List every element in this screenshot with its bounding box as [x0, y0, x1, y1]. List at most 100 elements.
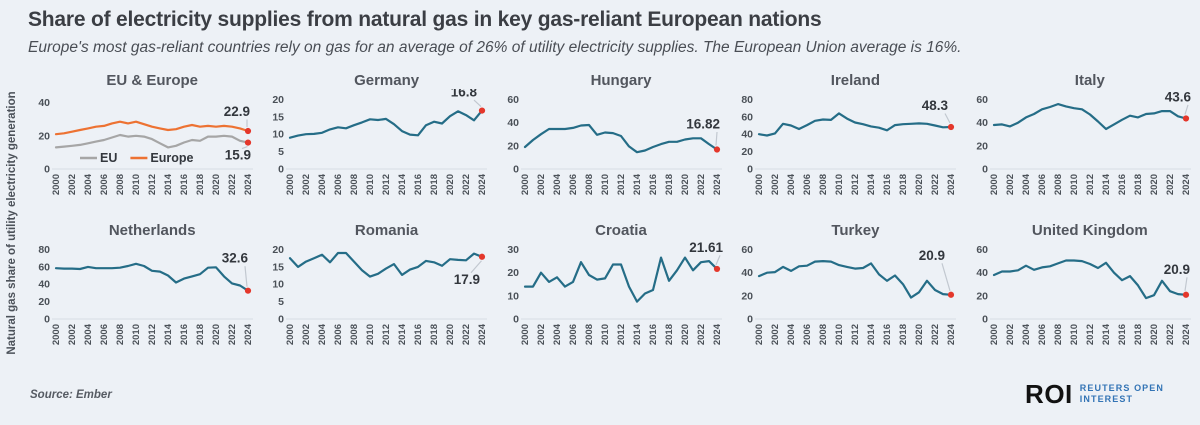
svg-text:2000: 2000: [51, 174, 62, 195]
x-tick-label: 2012: [147, 324, 158, 345]
x-tick-label: 2024: [712, 173, 723, 195]
panel-title: Ireland: [830, 72, 880, 89]
x-tick-label: 2008: [584, 324, 595, 345]
x-tick-label: 2020: [680, 174, 691, 195]
svg-text:2024: 2024: [712, 173, 723, 195]
x-tick-label: 2006: [99, 324, 110, 345]
x-tick-label: 2000: [51, 324, 62, 345]
header: Share of electricity supplies from natur…: [28, 8, 1180, 57]
svg-text:2024: 2024: [1181, 173, 1192, 195]
y-tick-label: 10: [273, 129, 285, 141]
chart-croatia: 0 10 20 30 2000 2002 2004 2006 2008 2010 2012 2014 2…: [507, 240, 723, 345]
x-tick-label: 2008: [818, 324, 829, 345]
y-tick-label: 0: [44, 164, 50, 176]
x-tick-label: 2008: [1053, 174, 1064, 195]
x-tick-label: 2004: [1021, 323, 1032, 345]
y-tick-label: 40: [742, 267, 754, 279]
svg-text:2000: 2000: [520, 324, 531, 345]
panel-romania: Romania 0 5 10 15 20 2000 2002 2004 2006 2008 2010 2…: [258, 222, 492, 372]
x-tick-label: 2020: [445, 174, 456, 195]
end-label-leader: [244, 266, 248, 287]
svg-text:2012: 2012: [381, 324, 392, 345]
svg-text:2004: 2004: [83, 323, 94, 345]
svg-text:2002: 2002: [1005, 324, 1016, 345]
x-tick-label: 2020: [1149, 324, 1160, 345]
svg-text:2014: 2014: [397, 323, 408, 345]
svg-text:2016: 2016: [179, 174, 190, 195]
svg-text:2012: 2012: [850, 324, 861, 345]
y-tick-label: 10: [273, 279, 285, 291]
x-tick-label: 2016: [882, 174, 893, 195]
y-tick-label: 40: [507, 117, 519, 129]
end-label-leader: [473, 99, 482, 108]
end-label-leader: [470, 260, 483, 274]
roi-logo-text: REUTERS OPEN INTEREST: [1080, 383, 1164, 405]
svg-text:2022: 2022: [1165, 324, 1176, 345]
chart-turkey: 0 20 40 60 2000 2002 2004 2006 2008 2010 2012 2014 2…: [742, 244, 958, 345]
svg-text:2022: 2022: [461, 324, 472, 345]
x-tick-label: 2010: [365, 174, 376, 195]
end-label-leader: [944, 113, 951, 124]
svg-text:2024: 2024: [1181, 323, 1192, 345]
y-tick-label: 5: [279, 296, 285, 308]
end-value-label: 21.61: [689, 240, 723, 255]
end-point-dot: [1182, 291, 1189, 298]
svg-text:2004: 2004: [786, 323, 797, 345]
panel-title: Croatia: [595, 222, 647, 239]
x-tick-label: 2014: [397, 323, 408, 345]
x-tick-label: 2002: [770, 324, 781, 345]
svg-text:2010: 2010: [131, 324, 142, 345]
x-tick-label: 2012: [147, 174, 158, 195]
x-tick-label: 2006: [333, 174, 344, 195]
svg-text:2002: 2002: [770, 324, 781, 345]
chart-united-kingdom: 0 20 40 60 2000 2002 2004 2006 2008 2010 2012 2014 2…: [976, 244, 1192, 345]
x-tick-label: 2016: [648, 324, 659, 345]
x-tick-label: 2022: [930, 324, 941, 345]
x-tick-label: 2014: [163, 173, 174, 195]
y-tick-label: 20: [507, 140, 519, 152]
x-tick-label: 2022: [696, 324, 707, 345]
svg-text:2024: 2024: [243, 323, 254, 345]
end-value-label: 43.6: [1164, 89, 1191, 104]
x-tick-label: 2022: [1165, 174, 1176, 195]
svg-text:2010: 2010: [131, 174, 142, 195]
x-tick-label: 2022: [1165, 324, 1176, 345]
svg-text:2000: 2000: [285, 174, 296, 195]
x-tick-label: 2016: [1117, 174, 1128, 195]
x-tick-label: 2022: [227, 324, 238, 345]
svg-text:2016: 2016: [648, 324, 659, 345]
svg-text:2010: 2010: [600, 324, 611, 345]
x-tick-label: 2024: [477, 173, 488, 195]
y-tick-label: 80: [742, 94, 754, 106]
svg-text:2020: 2020: [914, 174, 925, 195]
x-tick-label: 2014: [632, 173, 643, 195]
y-tick-label: 40: [976, 267, 988, 279]
panel-turkey: Turkey 0 20 40 60 2000 2002 2004 2006 2008 2010 201…: [727, 222, 961, 372]
end-value-label: 16.8: [451, 89, 478, 100]
panel-italy: Italy 0 20 40 60 2000 2002 2004 2006 2008 2010 2012…: [962, 72, 1196, 222]
x-tick-label: 2002: [770, 174, 781, 195]
y-tick-label: 0: [747, 164, 753, 176]
y-tick-label: 20: [507, 267, 519, 279]
x-tick-label: 2014: [397, 173, 408, 195]
line-croatia: [523, 256, 718, 303]
y-tick-label: 0: [982, 164, 988, 176]
y-tick-label: 0: [747, 314, 753, 326]
svg-text:2014: 2014: [397, 173, 408, 195]
svg-text:2014: 2014: [866, 323, 877, 345]
svg-text:2024: 2024: [243, 173, 254, 195]
panel-title: Italy: [1074, 72, 1105, 89]
panel-title: United Kingdom: [1031, 222, 1148, 239]
svg-text:2002: 2002: [301, 324, 312, 345]
y-tick-label: 5: [279, 146, 285, 158]
svg-text:2010: 2010: [365, 324, 376, 345]
end-label-leader: [1184, 277, 1188, 291]
page-subtitle: Europe's most gas-reliant countries rely…: [28, 39, 962, 56]
x-tick-label: 2010: [131, 324, 142, 345]
x-tick-label: 2010: [365, 324, 376, 345]
x-tick-label: 2006: [1037, 324, 1048, 345]
svg-text:2020: 2020: [211, 174, 222, 195]
x-tick-label: 2010: [131, 174, 142, 195]
svg-text:2012: 2012: [381, 174, 392, 195]
x-tick-label: 2006: [333, 324, 344, 345]
